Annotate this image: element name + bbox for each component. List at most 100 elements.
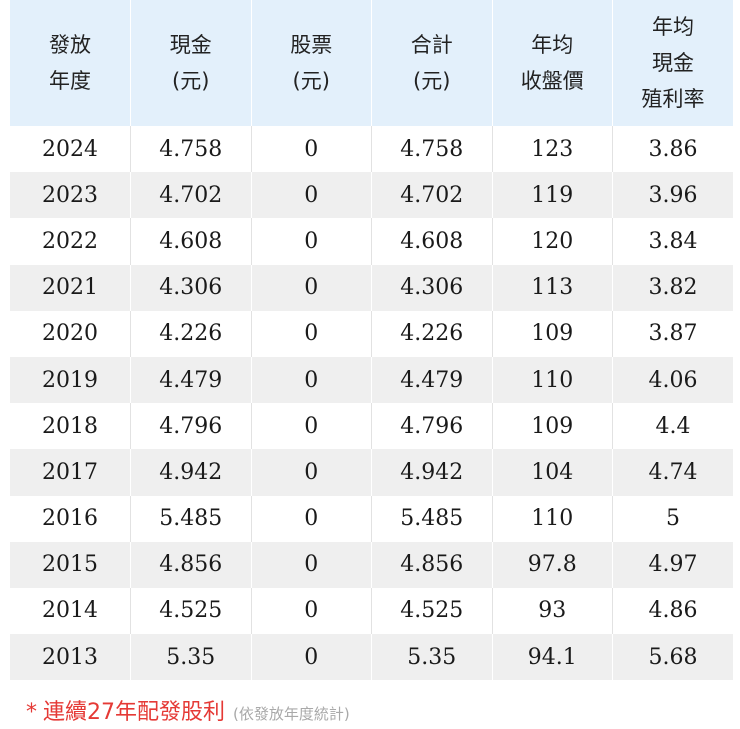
table-row: 2023 4.702 0 4.702 119 3.96: [10, 172, 733, 219]
cash-cell: 4.525: [130, 587, 251, 635]
avg-price-cell: 110: [491, 356, 613, 404]
yield-cell: 4.74: [612, 449, 733, 496]
stock-cell: 0: [250, 218, 372, 265]
footnote-star: *: [26, 700, 37, 725]
total-cell: 5.485: [371, 495, 492, 542]
avg-price-cell: 113: [491, 264, 613, 311]
table-row: 2022 4.608 0 4.608 120 3.84: [10, 218, 733, 265]
header-line: 年均: [531, 33, 574, 57]
year-cell: 2017: [10, 449, 131, 496]
yield-cell: 4.06: [612, 356, 733, 404]
header-avg-price: 年均 收盤價: [491, 0, 613, 126]
table-row: 2014 4.525 0 4.525 93 4.86: [10, 587, 733, 635]
avg-price-cell: 110: [491, 495, 613, 542]
yield-cell: 3.86: [612, 126, 733, 173]
cash-cell: 4.942: [130, 449, 251, 496]
avg-price-cell: 104: [491, 449, 613, 496]
header-line: 年度: [49, 69, 91, 93]
header-line: 殖利率: [641, 87, 705, 111]
year-cell: 2016: [10, 495, 131, 542]
header-row: 發放 年度 現金 (元) 股票 (元) 合計 (元) 年均 收盤價 年均 現金 殖利率: [10, 0, 733, 126]
year-cell: 2018: [10, 403, 131, 450]
stock-cell: 0: [250, 495, 372, 542]
yield-cell: 4.4: [612, 403, 733, 450]
footnote-note: (依發放年度統計): [233, 705, 350, 723]
year-cell: 2022: [10, 218, 131, 265]
year-cell: 2013: [10, 634, 131, 681]
year-cell: 2020: [10, 310, 131, 357]
header-avg-yield: 年均 現金 殖利率: [612, 0, 733, 126]
header-line: 收盤價: [520, 69, 584, 93]
header-line: 現金: [652, 51, 694, 75]
table-header: 發放 年度 現金 (元) 股票 (元) 合計 (元) 年均 收盤價 年均 現金 殖利率: [10, 0, 733, 126]
header-line: (元): [292, 69, 330, 93]
dividend-table: 發放 年度 現金 (元) 股票 (元) 合計 (元) 年均 收盤價 年均 現金 殖利率 2024 4.75…: [10, 0, 733, 681]
cash-cell: 4.479: [130, 356, 251, 404]
table-row: 2013 5.35 0 5.35 94.1 5.68: [10, 634, 733, 681]
table-row: 2015 4.856 0 4.856 97.8 4.97: [10, 541, 733, 588]
avg-price-cell: 94.1: [491, 634, 613, 681]
year-cell: 2024: [10, 126, 131, 173]
total-cell: 4.856: [371, 541, 492, 588]
cash-cell: 4.758: [130, 126, 251, 173]
total-cell: 4.525: [371, 587, 492, 635]
stock-cell: 0: [250, 172, 372, 219]
cash-cell: 4.796: [130, 403, 251, 450]
footnote-text: 連續27年配發股利: [43, 700, 225, 725]
footnote: * 連續27年配發股利 (依發放年度統計): [26, 694, 350, 726]
total-cell: 5.35: [371, 634, 492, 681]
total-cell: 4.306: [371, 264, 492, 311]
year-cell: 2023: [10, 172, 131, 219]
header-line: (元): [413, 69, 451, 93]
yield-cell: 5.68: [612, 634, 733, 681]
table-body: 2024 4.758 0 4.758 123 3.86 2023 4.702 0 4.702 119…: [10, 126, 733, 681]
yield-cell: 5: [612, 495, 733, 542]
stock-cell: 0: [250, 310, 372, 357]
yield-cell: 3.96: [612, 172, 733, 219]
table-row: 2021 4.306 0 4.306 113 3.82: [10, 264, 733, 311]
stock-cell: 0: [250, 634, 372, 681]
year-cell: 2019: [10, 356, 131, 404]
avg-price-cell: 109: [491, 403, 613, 450]
avg-price-cell: 119: [491, 172, 613, 219]
yield-cell: 4.86: [612, 587, 733, 635]
table-row: 2016 5.485 0 5.485 110 5: [10, 495, 733, 542]
stock-cell: 0: [250, 264, 372, 311]
avg-price-cell: 123: [491, 126, 613, 173]
total-cell: 4.942: [371, 449, 492, 496]
total-cell: 4.758: [371, 126, 492, 173]
total-cell: 4.796: [371, 403, 492, 450]
avg-price-cell: 109: [491, 310, 613, 357]
total-cell: 4.226: [371, 310, 492, 357]
avg-price-cell: 97.8: [491, 541, 613, 588]
table-row: 2024 4.758 0 4.758 123 3.86: [10, 126, 733, 173]
header-year: 發放 年度: [10, 0, 131, 126]
cash-cell: 4.226: [130, 310, 251, 357]
avg-price-cell: 120: [491, 218, 613, 265]
stock-cell: 0: [250, 587, 372, 635]
total-cell: 4.479: [371, 356, 492, 404]
cash-cell: 5.35: [130, 634, 251, 681]
stock-cell: 0: [250, 541, 372, 588]
header-line: 合計: [410, 33, 453, 57]
yield-cell: 3.87: [612, 310, 733, 357]
year-cell: 2014: [10, 587, 131, 635]
year-cell: 2015: [10, 541, 131, 588]
year-cell: 2021: [10, 264, 131, 311]
header-line: 年均: [652, 15, 694, 39]
header-total: 合計 (元): [371, 0, 492, 126]
cash-cell: 5.485: [130, 495, 251, 542]
total-cell: 4.702: [371, 172, 492, 219]
stock-cell: 0: [250, 403, 372, 450]
cash-cell: 4.702: [130, 172, 251, 219]
yield-cell: 3.82: [612, 264, 733, 311]
table-row: 2019 4.479 0 4.479 110 4.06: [10, 356, 733, 404]
avg-price-cell: 93: [491, 587, 613, 635]
header-line: 現金: [169, 33, 212, 57]
yield-cell: 4.97: [612, 541, 733, 588]
stock-cell: 0: [250, 356, 372, 404]
cash-cell: 4.608: [130, 218, 251, 265]
header-cash: 現金 (元): [130, 0, 251, 126]
table-row: 2018 4.796 0 4.796 109 4.4: [10, 403, 733, 450]
stock-cell: 0: [250, 126, 372, 173]
